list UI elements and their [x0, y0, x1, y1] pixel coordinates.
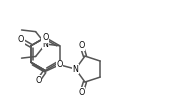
Text: O: O — [42, 33, 49, 42]
Text: O: O — [78, 41, 85, 50]
Text: N: N — [43, 40, 49, 49]
Text: O: O — [56, 60, 63, 69]
Text: O: O — [18, 35, 24, 44]
Text: O: O — [35, 76, 42, 85]
Text: O: O — [78, 88, 85, 97]
Text: N: N — [73, 65, 78, 74]
